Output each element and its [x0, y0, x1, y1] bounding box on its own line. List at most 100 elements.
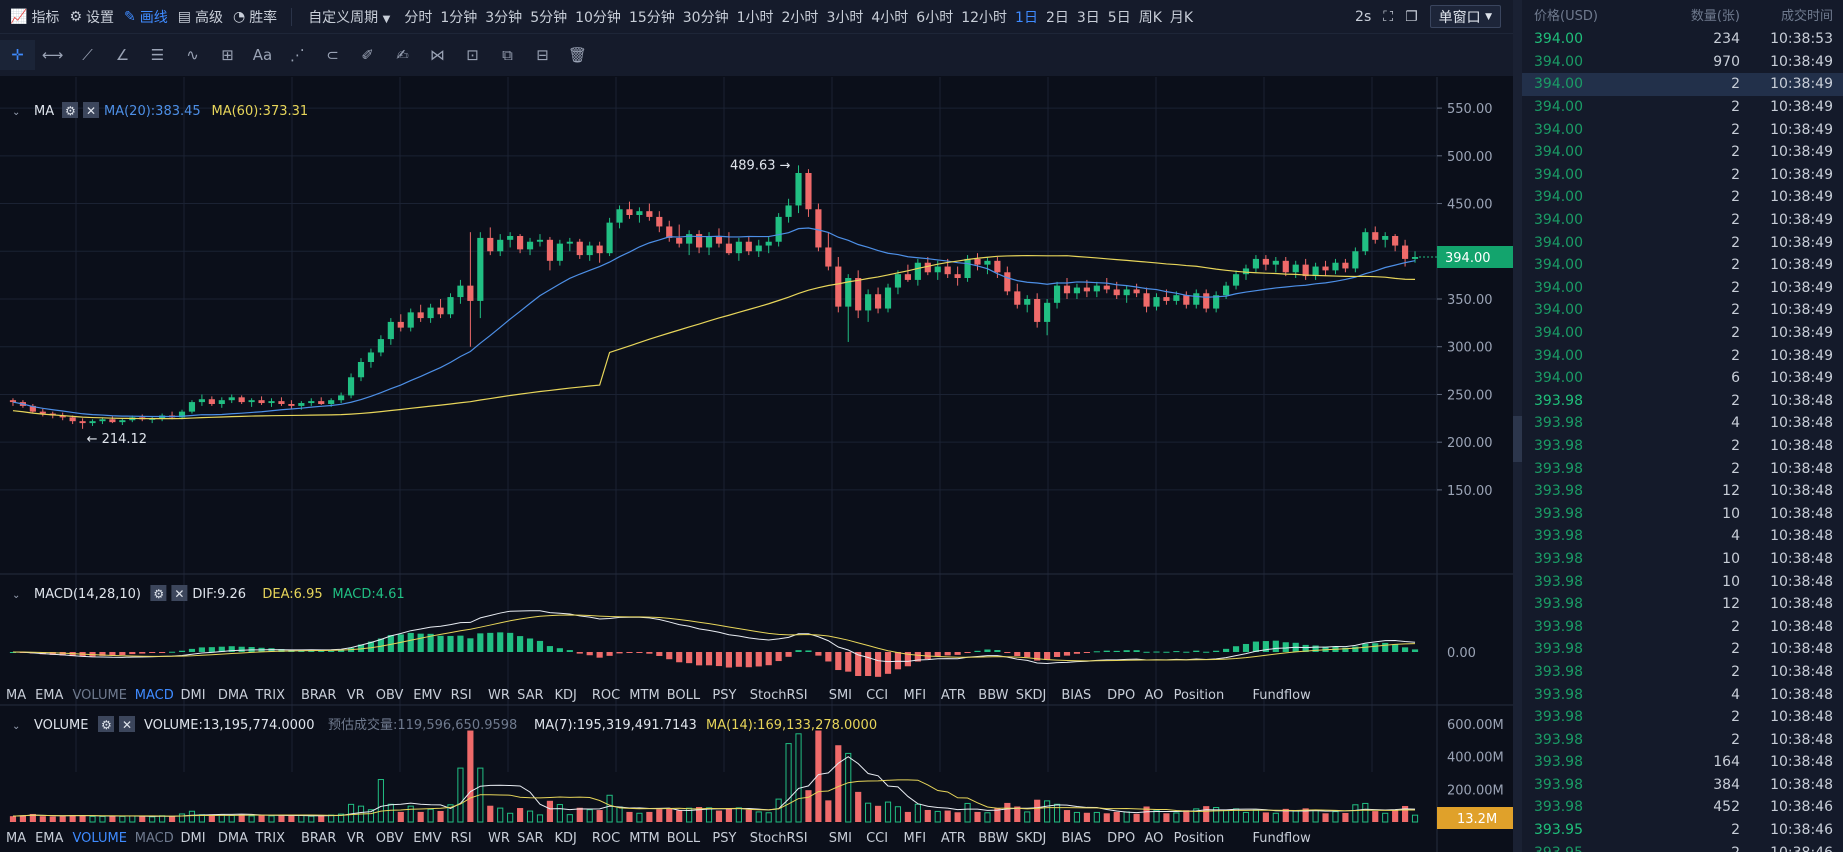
period-15[interactable]: 3日	[1076, 9, 1100, 26]
macd-bar[interactable]	[1262, 641, 1269, 652]
candle[interactable]	[457, 279, 464, 304]
volume-bar[interactable]	[447, 804, 454, 823]
volume-bar[interactable]	[139, 816, 146, 822]
macd-bar[interactable]	[1143, 651, 1150, 653]
trade-row[interactable]: 394.00 2 10:38:49	[1522, 141, 1843, 164]
macd-bar[interactable]	[507, 632, 514, 652]
macd-bar[interactable]	[765, 652, 772, 666]
indicator-tab-trix[interactable]: TRIX	[254, 688, 285, 703]
indicator-tab-dpo[interactable]: DPO	[1107, 688, 1135, 703]
candle[interactable]	[288, 400, 295, 409]
indicator-tab-dma[interactable]: DMA	[218, 688, 248, 703]
macd-bar[interactable]	[994, 650, 1001, 652]
volume-bar[interactable]	[596, 810, 603, 822]
copy-tool[interactable]: ⧉	[490, 40, 525, 70]
indicator-tab-dpo[interactable]: DPO	[1107, 831, 1135, 846]
macd-bar[interactable]	[705, 652, 713, 666]
volume-bar[interactable]	[149, 816, 156, 823]
candle[interactable]	[1312, 262, 1319, 280]
ruler-tool[interactable]: ✐	[350, 40, 385, 70]
volume-bar[interactable]	[606, 794, 613, 823]
period-18[interactable]: 月K	[1169, 9, 1194, 26]
volume-bar[interactable]	[914, 803, 921, 823]
volume-bar[interactable]	[1203, 806, 1210, 822]
indicator-tab-cci[interactable]: CCI	[866, 688, 888, 703]
volume-bar[interactable]	[268, 815, 275, 823]
volume-bar[interactable]	[1352, 804, 1359, 823]
macd-bar[interactable]	[1402, 647, 1409, 652]
macd-bar[interactable]	[178, 650, 186, 652]
period-2[interactable]: 3分钟	[485, 9, 523, 26]
toolbar-indicator-button[interactable]: 📈 指标	[10, 7, 59, 27]
volume-bar[interactable]	[835, 745, 842, 822]
candle[interactable]	[258, 396, 265, 405]
macd-bar[interactable]	[1242, 643, 1250, 652]
indicator-tab-dma[interactable]: DMA	[218, 831, 248, 846]
trade-row[interactable]: 393.98 164 10:38:48	[1522, 751, 1843, 774]
macd-bar[interactable]	[646, 652, 653, 654]
volume-bar[interactable]	[546, 800, 554, 822]
crosshair-tool[interactable]: ✛	[0, 40, 35, 70]
volume-bar[interactable]	[1173, 812, 1180, 823]
candle[interactable]	[89, 419, 96, 426]
candle[interactable]	[1093, 281, 1100, 298]
candle[interactable]	[139, 414, 146, 422]
candle[interactable]	[646, 203, 653, 221]
volume-bar[interactable]	[904, 811, 911, 822]
volume-bar[interactable]	[258, 815, 265, 822]
candle[interactable]	[407, 308, 414, 332]
brush-tool[interactable]: ✍	[385, 40, 420, 70]
indicator-tab-brar[interactable]: BRAR	[301, 831, 336, 846]
macd-bar[interactable]	[477, 633, 484, 652]
volume-bar[interactable]	[1411, 814, 1419, 823]
volume-bar[interactable]	[387, 803, 394, 823]
macd-bar[interactable]	[954, 652, 961, 655]
indicator-tab-sar[interactable]: SAR	[517, 688, 543, 703]
period-13[interactable]: 1日	[1015, 9, 1038, 26]
candle[interactable]	[1123, 285, 1130, 303]
volume-bar[interactable]	[1223, 809, 1230, 823]
trade-row[interactable]: 394.00 2 10:38:49	[1522, 277, 1843, 300]
candle[interactable]	[159, 413, 166, 422]
trade-row[interactable]: 394.00 6 10:38:49	[1522, 367, 1843, 390]
macd-bar[interactable]	[1183, 651, 1190, 653]
candle[interactable]	[1382, 232, 1389, 248]
candle[interactable]	[1083, 279, 1090, 298]
macd-bar[interactable]	[984, 649, 991, 652]
candle[interactable]	[1183, 291, 1190, 309]
candle[interactable]	[387, 318, 394, 345]
volume-bar[interactable]	[79, 815, 86, 822]
trade-row[interactable]: 393.98 2 10:38:48	[1522, 706, 1843, 729]
candle[interactable]	[765, 236, 772, 254]
splitter-handle[interactable]	[1513, 416, 1522, 462]
candle[interactable]	[1362, 228, 1369, 256]
volume-bar[interactable]	[288, 815, 295, 822]
macd-bar[interactable]	[745, 652, 752, 668]
macd-bar[interactable]	[1213, 650, 1220, 652]
period-6[interactable]: 30分钟	[682, 9, 729, 26]
volume-bar[interactable]	[626, 811, 633, 822]
trade-row[interactable]: 394.00 2 10:38:49	[1522, 73, 1843, 96]
candle[interactable]	[1014, 283, 1021, 309]
indicator-tab-atr[interactable]: ATR	[941, 831, 966, 846]
macd-bar[interactable]	[447, 635, 454, 652]
volume-bar[interactable]	[99, 815, 106, 823]
macd-bar[interactable]	[497, 632, 504, 652]
candle[interactable]	[1004, 266, 1011, 296]
volume-bar[interactable]	[1004, 802, 1011, 822]
candle[interactable]	[805, 169, 812, 217]
trade-row[interactable]: 393.98 12 10:38:48	[1522, 480, 1843, 503]
period-14[interactable]: 2日	[1045, 9, 1069, 26]
trade-row[interactable]: 394.00 2 10:38:49	[1522, 254, 1843, 277]
volume-bar[interactable]	[1213, 807, 1220, 823]
candle[interactable]	[1322, 260, 1329, 277]
macd-bar[interactable]	[129, 652, 136, 655]
macd-bar[interactable]	[775, 652, 782, 662]
indicator-tab-cci[interactable]: CCI	[866, 831, 888, 846]
candle[interactable]	[566, 237, 573, 252]
volume-bar[interactable]	[725, 808, 732, 822]
candle[interactable]	[1332, 258, 1339, 275]
volume-bar[interactable]	[815, 730, 822, 822]
volume-bar[interactable]	[874, 805, 882, 822]
collapse-chevron-icon[interactable]: ⌄	[12, 590, 20, 601]
